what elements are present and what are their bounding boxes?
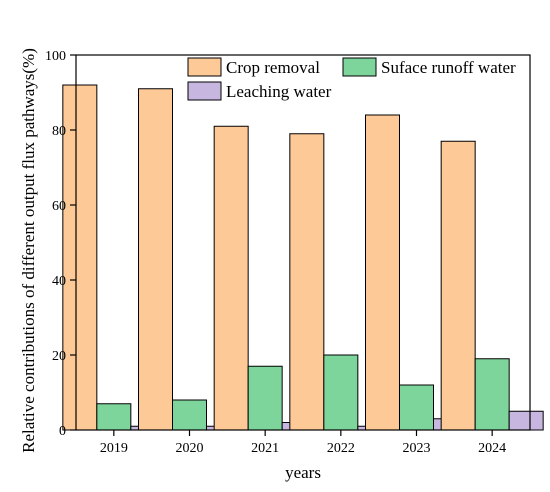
x-tick-label: 2024 xyxy=(478,441,506,456)
y-axis: 0 20 40 60 80 100 xyxy=(45,49,76,439)
y-tick-label: 20 xyxy=(52,349,66,364)
bar-suface-runoff-water-2019 xyxy=(96,403,132,431)
x-axis-title: years xyxy=(285,463,321,482)
x-tick-label: 2021 xyxy=(251,441,279,456)
bar-suface-runoff-water-2021 xyxy=(247,365,283,431)
bar-leaching-water-2024 xyxy=(508,410,544,431)
x-tick-label: 2022 xyxy=(327,441,355,456)
legend-label: Leaching water xyxy=(226,82,332,101)
y-tick-label: 100 xyxy=(45,49,66,64)
y-tick-label: 60 xyxy=(52,199,66,214)
legend-label: Crop removal xyxy=(226,58,320,77)
bar-crop-removal-2023 xyxy=(365,114,400,431)
legend-swatch xyxy=(187,81,222,101)
bar-crop-removal-2020 xyxy=(138,88,173,431)
bar-crop-removal-2022 xyxy=(289,133,325,431)
bar-crop-removal-2019 xyxy=(62,84,98,431)
legend-swatch xyxy=(342,57,377,77)
y-tick-label: 80 xyxy=(52,124,66,139)
legend-label: Suface runoff water xyxy=(381,58,516,77)
bar-suface-runoff-water-2022 xyxy=(323,354,359,431)
x-tick-label: 2020 xyxy=(176,441,204,456)
y-axis-title: Relative contributions of different outp… xyxy=(19,48,38,453)
x-tick-label: 2023 xyxy=(403,441,431,456)
bar-suface-runoff-water-2024 xyxy=(474,358,510,431)
legend-swatch xyxy=(187,57,222,77)
x-tick-label: 2019 xyxy=(100,441,128,456)
bar-crop-removal-2021 xyxy=(213,125,249,431)
x-axis: 2019 2020 2021 2022 2023 2024 xyxy=(100,430,506,456)
legend: Crop removal Suface runoff water Leaching … xyxy=(187,57,516,101)
y-tick-label: 0 xyxy=(59,424,66,439)
bar-crop-removal-2024 xyxy=(440,140,476,431)
bars-layer xyxy=(62,84,544,431)
bar-suface-runoff-water-2020 xyxy=(172,399,207,431)
y-tick-label: 40 xyxy=(52,274,66,289)
bar-suface-runoff-water-2023 xyxy=(399,384,434,431)
plot-frame xyxy=(75,54,531,431)
